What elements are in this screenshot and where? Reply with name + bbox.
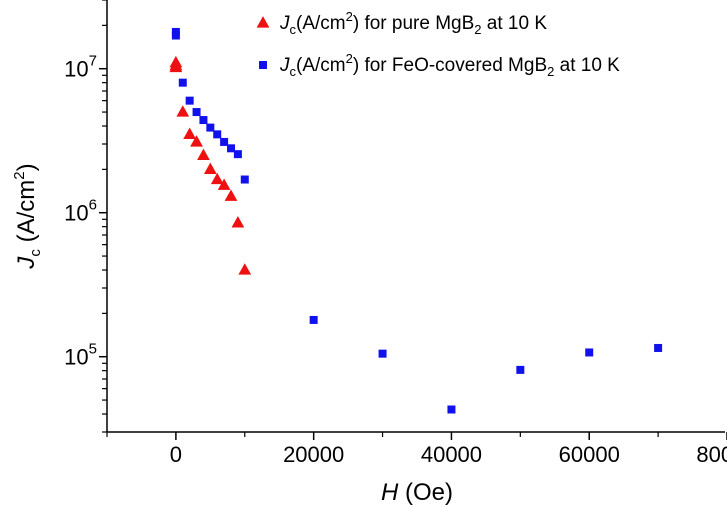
legend-label-feo: Jc(A/cm2) for FeO-covered MgB2 at 10 K <box>279 51 620 79</box>
x-tick-label: 80000 <box>696 442 727 467</box>
data-point-feo <box>227 144 235 153</box>
data-point-feo <box>309 315 318 324</box>
data-markers <box>169 27 663 414</box>
x-tick-label: 20000 <box>283 442 344 467</box>
y-tick-label: 106 <box>64 197 97 226</box>
legend-item-feo: Jc(A/cm2) for FeO-covered MgB2 at 10 K <box>259 51 620 79</box>
data-point-pure <box>224 189 238 201</box>
data-point-feo <box>178 78 187 87</box>
data-point-feo <box>654 343 663 352</box>
data-point-feo <box>585 348 594 357</box>
x-axis-title: H (Oe) <box>381 479 453 506</box>
data-point-feo <box>213 130 222 139</box>
x-axis-ticks: 0 20000 40000 60000 80000 <box>106 432 727 467</box>
x-tick-label: 40000 <box>421 442 482 467</box>
y-axis-title: Jc (A/cm2) <box>11 163 44 269</box>
y-tick-label: 105 <box>64 341 97 370</box>
data-point-pure <box>203 162 217 174</box>
data-point-pure <box>183 127 197 139</box>
y-tick-label: 107 <box>64 53 97 82</box>
data-point-pure <box>217 178 231 190</box>
data-point-feo <box>206 123 215 132</box>
y-axis-ticks: 105 106 107 <box>64 0 107 433</box>
data-point-feo <box>378 349 387 358</box>
plot-frame <box>106 0 725 433</box>
data-point-feo <box>199 116 208 125</box>
x-tick-label: 60000 <box>559 442 620 467</box>
legend-item-pure: Jc(A/cm2) for pure MgB2 at 10 K <box>256 9 547 37</box>
legend-marker-pure <box>256 16 270 28</box>
data-point-pure <box>238 263 252 275</box>
data-point-feo <box>171 31 180 40</box>
legend-marker-feo <box>259 61 267 69</box>
data-point-pure <box>210 172 224 185</box>
data-point-feo <box>240 175 249 184</box>
data-point-feo <box>192 108 201 117</box>
data-point-pure <box>176 105 190 117</box>
data-point-feo <box>447 405 456 414</box>
data-point-pure <box>197 148 210 161</box>
data-point-feo <box>220 137 229 146</box>
data-point-feo <box>516 365 525 374</box>
legend-label-pure: Jc(A/cm2) for pure MgB2 at 10 K <box>279 9 547 37</box>
legend: Jc(A/cm2) for pure MgB2 at 10 K Jc(A/cm2… <box>256 9 620 79</box>
data-point-feo <box>233 150 242 159</box>
data-point-pure <box>190 135 203 147</box>
x-tick-label: 0 <box>170 442 182 467</box>
data-point-pure <box>231 216 245 228</box>
data-point-feo <box>185 96 194 105</box>
data-point-pure <box>169 58 183 71</box>
